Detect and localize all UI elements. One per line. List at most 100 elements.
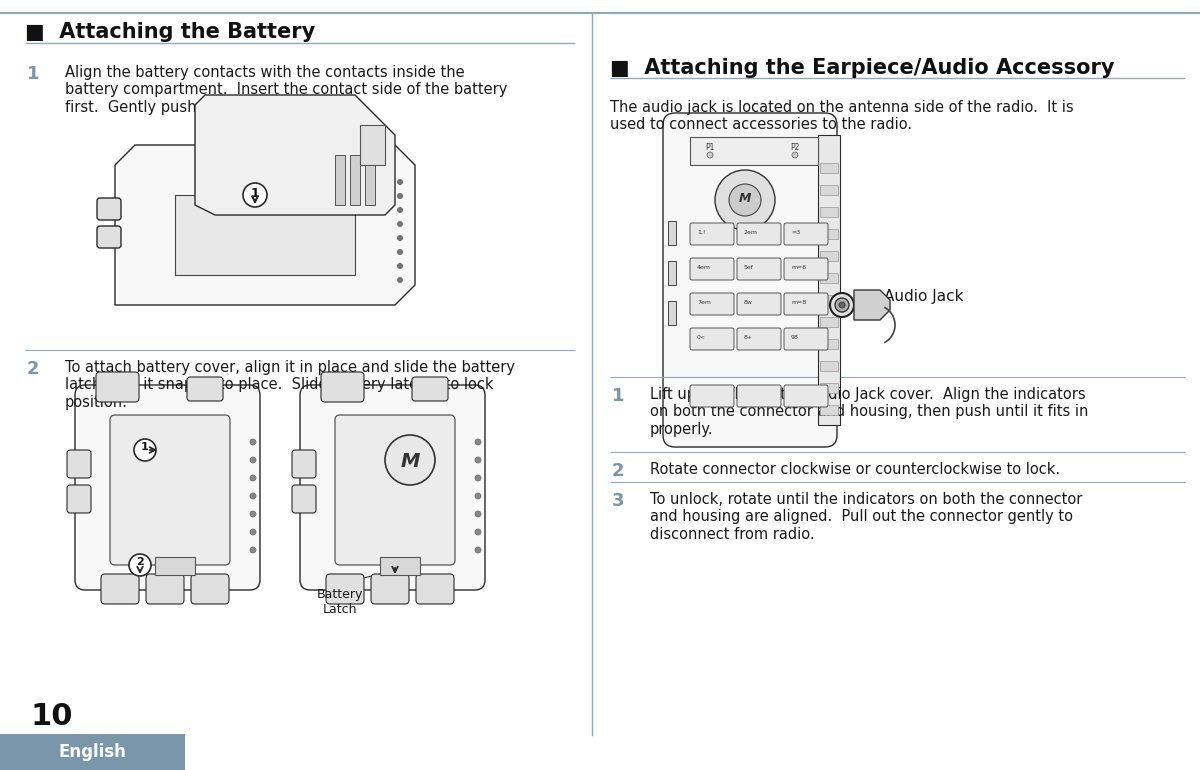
Text: 2: 2	[28, 360, 40, 378]
Text: Lift up the flap of the Audio Jack cover.  Align the indicators
on both the conn: Lift up the flap of the Audio Jack cover…	[650, 387, 1088, 437]
Polygon shape	[115, 145, 415, 305]
Circle shape	[385, 435, 436, 485]
Circle shape	[250, 493, 256, 499]
Circle shape	[397, 277, 402, 283]
FancyBboxPatch shape	[784, 223, 828, 245]
Bar	[820, 295, 838, 305]
Circle shape	[397, 263, 402, 269]
FancyBboxPatch shape	[737, 223, 781, 245]
Bar	[820, 251, 838, 261]
Circle shape	[835, 298, 850, 312]
Circle shape	[242, 183, 266, 207]
FancyBboxPatch shape	[690, 293, 734, 315]
Circle shape	[397, 207, 402, 213]
Text: 1: 1	[251, 187, 259, 200]
Text: 98: 98	[791, 335, 799, 340]
Bar	[360, 125, 385, 165]
Circle shape	[839, 302, 845, 308]
Circle shape	[475, 529, 481, 535]
Text: P2: P2	[790, 143, 799, 152]
FancyBboxPatch shape	[96, 372, 139, 402]
Bar	[668, 261, 676, 285]
Circle shape	[475, 547, 481, 553]
Circle shape	[397, 236, 402, 240]
FancyBboxPatch shape	[371, 574, 409, 604]
Text: 2: 2	[612, 462, 624, 480]
Circle shape	[475, 439, 481, 445]
Circle shape	[475, 493, 481, 499]
Text: Battery
Latch: Battery Latch	[317, 588, 364, 616]
Text: M: M	[401, 452, 420, 471]
FancyBboxPatch shape	[412, 377, 448, 401]
Text: ■  Attaching the Battery: ■ Attaching the Battery	[25, 22, 316, 42]
FancyBboxPatch shape	[737, 258, 781, 280]
Polygon shape	[194, 95, 395, 215]
FancyBboxPatch shape	[737, 385, 781, 407]
Bar	[365, 155, 374, 205]
Bar	[668, 221, 676, 245]
FancyBboxPatch shape	[690, 328, 734, 350]
Text: 8w: 8w	[744, 300, 754, 305]
Bar	[0, 734, 185, 770]
Bar	[820, 405, 838, 415]
Text: 10: 10	[30, 702, 72, 731]
Text: Audio Jack: Audio Jack	[884, 290, 964, 304]
Circle shape	[397, 193, 402, 199]
Text: 0<: 0<	[697, 335, 706, 340]
Bar	[380, 557, 420, 575]
Text: M: M	[739, 192, 751, 205]
Text: 1: 1	[142, 442, 149, 452]
FancyBboxPatch shape	[784, 293, 828, 315]
FancyBboxPatch shape	[300, 385, 485, 590]
Circle shape	[475, 475, 481, 481]
Text: 1: 1	[28, 65, 40, 83]
Text: Rotate connector clockwise or counterclockwise to lock.: Rotate connector clockwise or counterclo…	[650, 462, 1060, 477]
FancyBboxPatch shape	[322, 372, 364, 402]
Text: 7em: 7em	[697, 300, 710, 305]
Bar	[820, 273, 838, 283]
Text: 5ef: 5ef	[744, 265, 754, 270]
Circle shape	[250, 529, 256, 535]
Circle shape	[134, 439, 156, 461]
Polygon shape	[854, 290, 890, 320]
Text: 8+: 8+	[744, 335, 754, 340]
FancyBboxPatch shape	[335, 415, 455, 565]
Bar	[820, 317, 838, 327]
Circle shape	[250, 439, 256, 445]
Bar	[820, 229, 838, 239]
Circle shape	[475, 511, 481, 517]
Circle shape	[250, 511, 256, 517]
Text: 4em: 4em	[697, 265, 710, 270]
FancyBboxPatch shape	[690, 223, 734, 245]
Circle shape	[792, 152, 798, 158]
Text: =3: =3	[791, 230, 800, 235]
Circle shape	[397, 179, 402, 185]
Text: Align the battery contacts with the contacts inside the
battery compartment.  In: Align the battery contacts with the cont…	[65, 65, 508, 115]
FancyBboxPatch shape	[784, 328, 828, 350]
FancyBboxPatch shape	[737, 328, 781, 350]
Circle shape	[130, 554, 151, 576]
FancyBboxPatch shape	[416, 574, 454, 604]
Circle shape	[715, 170, 775, 230]
Text: 2: 2	[136, 557, 144, 567]
Bar	[820, 163, 838, 173]
Bar	[668, 301, 676, 325]
FancyBboxPatch shape	[690, 385, 734, 407]
Bar	[820, 383, 838, 393]
Circle shape	[475, 457, 481, 463]
FancyBboxPatch shape	[326, 574, 364, 604]
FancyBboxPatch shape	[737, 293, 781, 315]
FancyBboxPatch shape	[784, 385, 828, 407]
FancyBboxPatch shape	[110, 415, 230, 565]
Text: P1: P1	[706, 143, 714, 152]
Bar	[820, 207, 838, 217]
Text: To unlock, rotate until the indicators on both the connector
and housing are ali: To unlock, rotate until the indicators o…	[650, 492, 1082, 542]
Circle shape	[250, 547, 256, 553]
Circle shape	[250, 475, 256, 481]
FancyBboxPatch shape	[146, 574, 184, 604]
Text: ■  Attaching the Earpiece/Audio Accessory: ■ Attaching the Earpiece/Audio Accessory	[610, 58, 1115, 78]
Bar	[350, 155, 360, 205]
FancyBboxPatch shape	[74, 385, 260, 590]
Text: 1,!: 1,!	[697, 230, 706, 235]
Text: 2em: 2em	[744, 230, 758, 235]
